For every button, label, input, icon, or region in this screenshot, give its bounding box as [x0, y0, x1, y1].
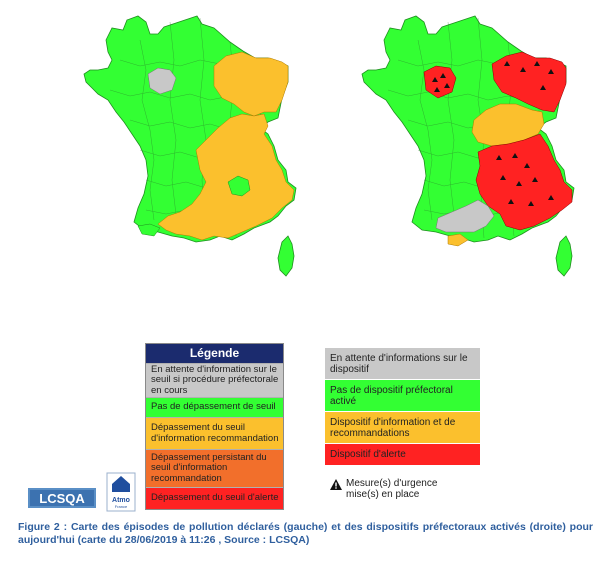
legend-right-item-label: Dispositif d'alerte: [330, 449, 406, 460]
lcsqa-logo-text: LCSQA: [39, 491, 85, 506]
maps-area: [83, 15, 575, 277]
right-east-region: [491, 51, 567, 113]
legend-left-item-label: Pas de dépassement de seuil: [151, 401, 276, 413]
left-pyrenees-green: [137, 223, 161, 237]
left-southeast-region: [157, 113, 295, 241]
right-bourgogne-region: [471, 103, 545, 147]
warning-triangle-icon: [330, 479, 342, 490]
legend-left-item-label: Dépassement du seuil d'alerte: [151, 492, 279, 504]
legend-right-item-label: En attente d'informations sur le disposi…: [330, 352, 468, 375]
atmo-logo: Atmo France: [104, 472, 138, 512]
legend-right-item-red: Dispositif d'alerte: [325, 444, 480, 466]
atmo-logo-text: Atmo: [112, 497, 130, 504]
right-idf-region: [423, 65, 457, 99]
legend-left-item-grey: En attente d'information sur le seuil si…: [146, 363, 283, 397]
right-south-yellow: [447, 233, 469, 247]
legend-right: En attente d'informations sur le disposi…: [325, 348, 480, 466]
right-occitanie-region: [435, 199, 495, 233]
measure-legend: Mesure(s) d'urgence mise(s) en place: [330, 478, 466, 500]
legend-left-item-label: Dépassement du seuil d'information recom…: [151, 422, 279, 444]
lcsqa-logo: LCSQA: [28, 486, 96, 510]
legend-left-item-red: Dépassement du seuil d'alerte: [146, 487, 283, 509]
figure-caption: Figure 2 : Carte des épisodes de polluti…: [18, 521, 593, 546]
left-east-region: [213, 51, 289, 117]
legend-right-item-green: Pas de dispositif préfectoral activé: [325, 380, 480, 412]
legend-right-item-label: Pas de dispositif préfectoral activé: [330, 384, 453, 407]
legend-right-item-yellow: Dispositif d'information et de recommand…: [325, 412, 480, 444]
atmo-logo-subtext: France: [115, 504, 128, 509]
legend-left-item-yellow: Dépassement du seuil d'information recom…: [146, 417, 283, 449]
legend-left-item-label: Dépassement persistant du seuil d'inform…: [151, 451, 267, 484]
left-alps-green: [227, 175, 251, 197]
legend-left-item-orange: Dépassement persistant du seuil d'inform…: [146, 449, 283, 487]
left-idf-region: [147, 67, 177, 95]
right-warning-markers: [432, 61, 554, 206]
legend-right-item-label: Dispositif d'information et de recommand…: [330, 416, 456, 439]
legend-header: Légende: [146, 344, 283, 363]
right-map: [361, 15, 575, 277]
measure-label: Mesure(s) d'urgence mise(s) en place: [346, 478, 438, 500]
left-map: [83, 15, 297, 277]
legend-right-item-grey: En attente d'informations sur le disposi…: [325, 348, 480, 380]
legend-left-item-label: En attente d'information sur le seuil si…: [151, 363, 279, 396]
legend-left: Légende En attente d'information sur le …: [145, 343, 284, 510]
legend-left-item-green: Pas de dépassement de seuil: [146, 397, 283, 417]
